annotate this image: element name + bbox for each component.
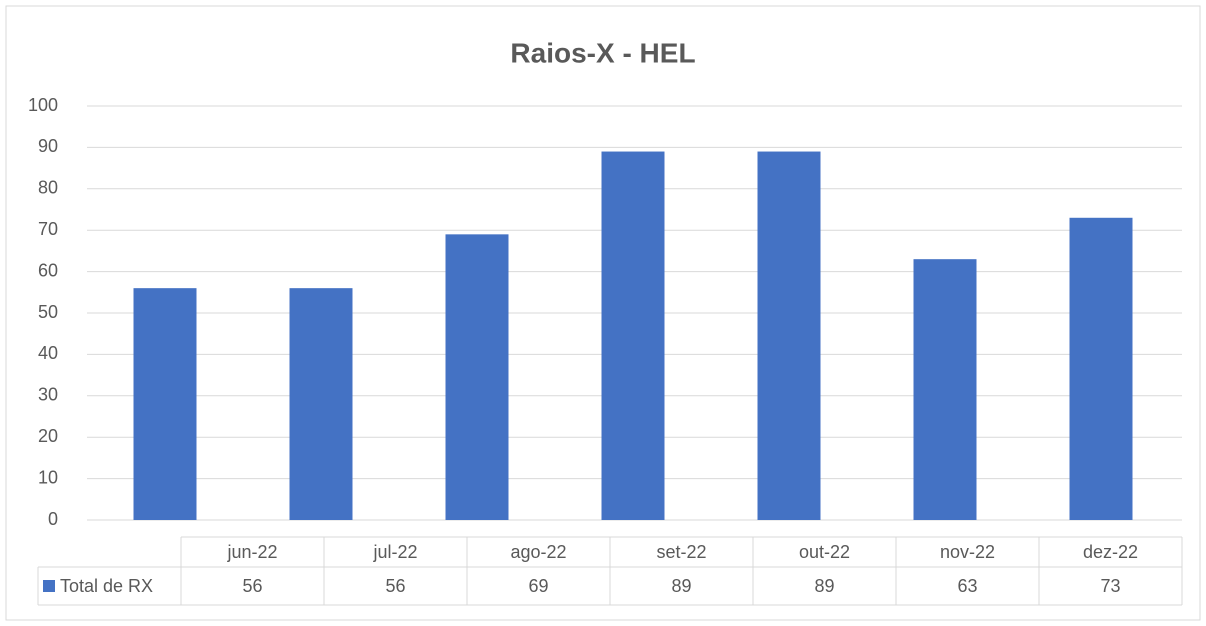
y-tick-label: 100 — [28, 95, 58, 115]
y-tick-label: 10 — [38, 467, 58, 487]
x-tick-label: dez-22 — [1083, 542, 1138, 562]
bar — [601, 151, 665, 521]
table-value: 63 — [957, 576, 977, 596]
y-tick-label: 40 — [38, 343, 58, 363]
table-value: 56 — [242, 576, 262, 596]
bar — [445, 234, 509, 520]
legend-swatch — [43, 580, 55, 592]
bar — [1069, 217, 1133, 520]
table-value: 69 — [528, 576, 548, 596]
y-tick-label: 70 — [38, 219, 58, 239]
x-tick-label: jun-22 — [226, 542, 277, 562]
table-value: 89 — [671, 576, 691, 596]
y-tick-label: 60 — [38, 260, 58, 280]
bar — [913, 259, 977, 520]
y-tick-label: 90 — [38, 136, 58, 156]
legend-label: Total de RX — [60, 576, 153, 596]
chart-title: Raios-X - HEL — [510, 37, 695, 68]
x-tick-label: jul-22 — [372, 542, 417, 562]
table-value: 56 — [385, 576, 405, 596]
bar — [757, 151, 821, 521]
bar — [133, 288, 197, 520]
table-value: 89 — [814, 576, 834, 596]
y-tick-label: 80 — [38, 178, 58, 198]
bar — [289, 288, 353, 520]
x-tick-label: set-22 — [656, 542, 706, 562]
y-tick-label: 50 — [38, 302, 58, 322]
x-tick-label: ago-22 — [510, 542, 566, 562]
table-value: 73 — [1100, 576, 1120, 596]
x-tick-label: nov-22 — [940, 542, 995, 562]
x-tick-label: out-22 — [799, 542, 850, 562]
y-tick-label: 30 — [38, 385, 58, 405]
y-tick-label: 0 — [48, 509, 58, 529]
y-tick-label: 20 — [38, 426, 58, 446]
